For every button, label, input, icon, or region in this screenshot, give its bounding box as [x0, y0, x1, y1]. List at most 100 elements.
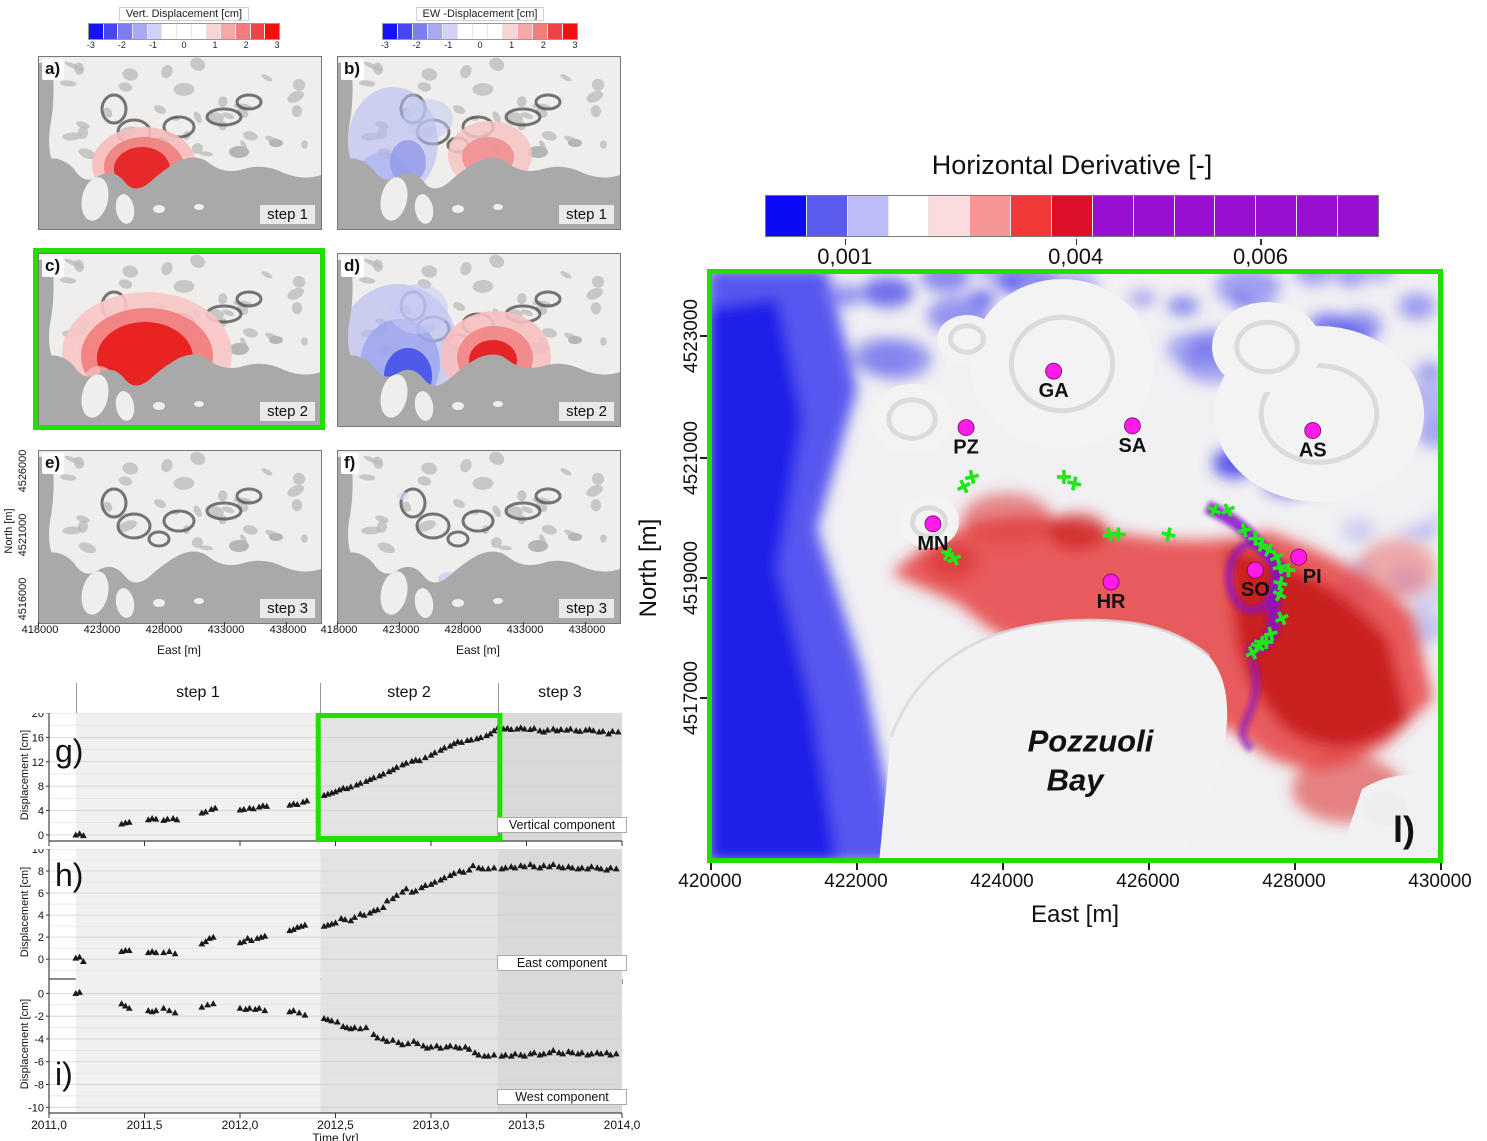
svg-text:10: 10	[32, 849, 44, 856]
horiz-colorbar-seg	[1338, 196, 1378, 236]
horiz-colorbar-gradient	[765, 195, 1379, 237]
bigmap-ytick: 4521000	[681, 421, 702, 495]
horiz-colorbar-seg	[1052, 196, 1093, 236]
vert-colorbar-seg	[250, 24, 266, 39]
panel-step-f: step 3	[559, 599, 614, 618]
smallmap-xtick: 433000	[506, 624, 544, 636]
horiz-colorbar-tickmark	[844, 239, 847, 245]
bigmap-ytick: 4517000	[681, 661, 702, 735]
svg-text:-6: -6	[34, 1057, 44, 1069]
ts-step-divider	[75, 683, 77, 713]
bigmap-xtick: 430000	[1408, 871, 1472, 892]
bigmap-panel-letter: l)	[1393, 809, 1415, 850]
smallmap-xlabel: East [m]	[156, 643, 201, 657]
ts-xtick: 2012,5	[317, 1118, 354, 1132]
horiz-colorbar-ticks: 0,001 0,004 0,006	[765, 239, 1379, 269]
smallmap-xtick: 438000	[568, 624, 606, 636]
smallmap-xtick: 438000	[269, 624, 307, 636]
colorbar-tick: 3	[572, 40, 578, 50]
map-panel-e-canvas	[39, 451, 321, 623]
vert-colorbar-seg	[89, 24, 104, 39]
svg-text:8: 8	[38, 866, 44, 878]
station-dot-PZ	[957, 419, 975, 436]
station-label-PZ: PZ	[953, 437, 979, 459]
colorbar-tick: -2	[117, 40, 126, 50]
horiz-colorbar-seg	[1011, 196, 1053, 236]
horiz-colorbar-seg	[1256, 196, 1298, 236]
svg-text:0: 0	[38, 954, 44, 966]
panel-step-a: step 1	[260, 205, 315, 224]
vert-colorbar-seg	[133, 24, 148, 39]
bigmap-ytick: 4519000	[681, 541, 702, 615]
bigmap-xtickmark	[856, 863, 858, 870]
svg-text:0: 0	[38, 988, 44, 1000]
smallmap-xtickmark	[38, 622, 39, 626]
ew-colorbar-seg	[428, 24, 443, 39]
ts-xtick: 2014,0	[603, 1118, 641, 1132]
vert-colorbar-seg	[235, 24, 251, 39]
svg-text:-10: -10	[28, 1102, 44, 1114]
bigmap-xtickmark	[1294, 863, 1296, 870]
bigmap-ytick: 4523000	[681, 299, 702, 373]
vert-colorbar-seg	[118, 24, 134, 39]
svg-text:20: 20	[32, 713, 44, 720]
smallmap-xtick: 428000	[145, 624, 183, 636]
survey-cross	[1056, 469, 1071, 484]
colorbar-tick: 2	[243, 40, 249, 50]
vert-colorbar-seg	[221, 24, 236, 39]
map-panel-b-canvas	[338, 57, 620, 229]
horiz-colorbar-tick: 0,006	[1232, 244, 1289, 269]
panel-letter-f: f)	[341, 453, 360, 474]
bigmap-xtickmark	[710, 863, 712, 870]
ew-colorbar-gradient	[382, 23, 578, 40]
survey-cross	[1245, 645, 1260, 660]
ew-colorbar-seg	[533, 24, 548, 39]
vert-colorbar-gradient	[88, 23, 280, 40]
svg-text:4: 4	[38, 910, 44, 922]
ts-xtick: 2011,0	[31, 1118, 67, 1132]
station-dot-GA	[1045, 362, 1063, 380]
station-dot-SO	[1246, 561, 1264, 579]
horiz-colorbar-seg	[929, 196, 971, 236]
horiz-colorbar-seg	[1092, 196, 1134, 236]
ew-colorbar-seg	[458, 24, 473, 39]
horiz-colorbar-seg	[1133, 196, 1175, 236]
station-label-SO: SO	[1241, 579, 1270, 601]
vert-colorbar-seg	[206, 24, 222, 39]
colorbar-tick: -3	[86, 40, 95, 50]
horizontal-derivative-map: GA PZ SA AS MN HR SO PI Pozzuoli Bay l)	[707, 257, 1462, 863]
survey-cross	[1207, 503, 1222, 518]
crater-gaiola	[970, 279, 1154, 449]
map-panel-b: b) step 1	[337, 56, 621, 230]
panel-step-e: step 3	[260, 599, 315, 618]
map-panel-f: f) step 3	[337, 450, 621, 624]
ew-colorbar-seg	[443, 24, 458, 39]
panel-step-c: step 2	[260, 402, 315, 421]
station-dot-SA	[1124, 417, 1141, 435]
horiz-colorbar-seg	[1297, 196, 1339, 236]
ew-colorbar-title: EW -Displacement [cm]	[415, 7, 545, 21]
ts-xtick: 2013,0	[412, 1118, 450, 1132]
vert-colorbar-ticks: -3 -2 -1 0 1 2 3	[86, 40, 280, 52]
survey-cross	[1272, 587, 1287, 602]
horiz-colorbar-seg	[806, 196, 848, 236]
vert-colorbar-seg	[191, 24, 207, 39]
bigmap-ytickmark	[700, 697, 707, 699]
map-panel-d: d) step 2	[337, 253, 621, 427]
ew-colorbar-seg	[563, 24, 577, 39]
station-label-SA: SA	[1119, 435, 1147, 457]
ts-step-divider	[497, 683, 499, 713]
map-panel-c: c) step 2	[38, 253, 322, 427]
bay-label-line1: Pozzuoli	[1028, 723, 1155, 758]
smallmap-ylabel: North [m]	[3, 508, 15, 554]
ts-xtick: 2013,5	[508, 1118, 545, 1132]
station-label-HR: HR	[1097, 591, 1126, 613]
station-label-GA: GA	[1039, 380, 1069, 402]
horiz-colorbar-seg	[1174, 196, 1216, 236]
svg-text:0: 0	[38, 830, 44, 842]
station-dot-PI	[1290, 548, 1308, 566]
bigmap-xtickmark	[1002, 863, 1004, 870]
svg-text:16: 16	[32, 732, 44, 744]
panel-letter-d: d)	[341, 256, 365, 277]
horiz-colorbar-tick: 0,001	[817, 244, 873, 269]
